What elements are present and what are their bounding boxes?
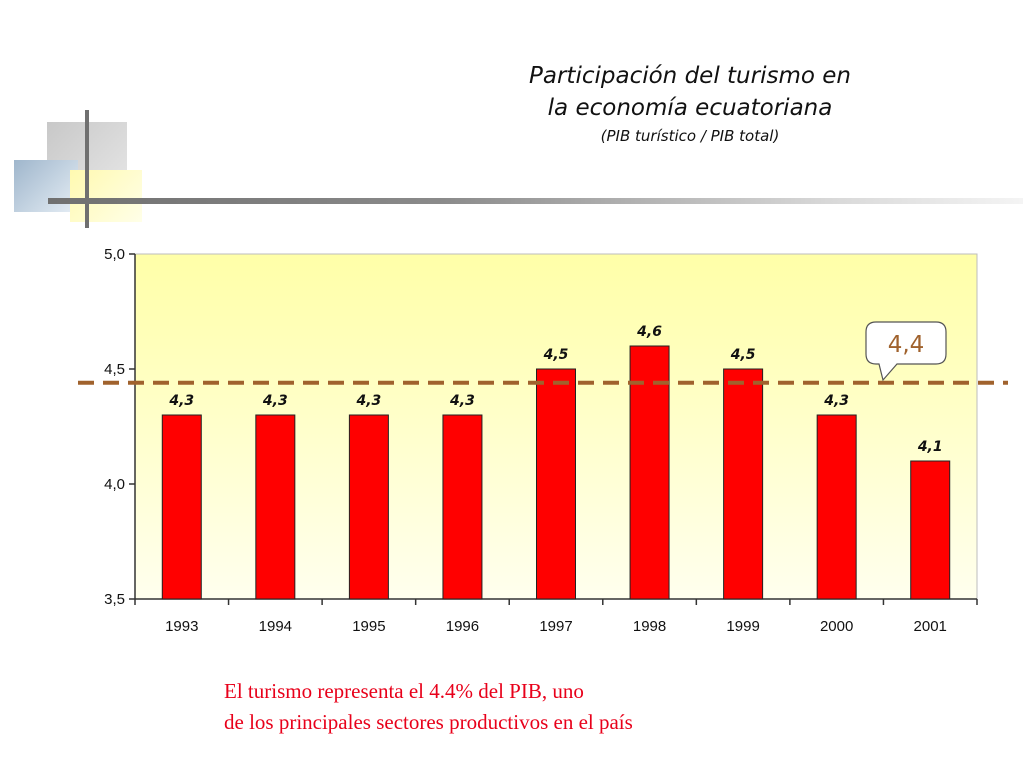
bar-value-label: 4,3 [449,393,475,409]
decor-horizontal-line [48,198,1023,204]
bar-1997 [536,368,576,600]
x-tick-label: 1998 [633,618,666,635]
bar-1998 [629,345,670,600]
chart-title-line1: Participación del turismo en [529,63,851,89]
footer-line2: de los principales sectores productivos … [224,710,633,734]
footer-line1: El turismo representa el 4.4% del PIB, u… [224,679,584,703]
title-block: Participación del turismo en la economía… [470,60,910,148]
y-tick-label: 3,5 [104,591,125,608]
x-tick-label: 1999 [726,618,759,635]
bar-value-label: 4,3 [168,393,194,409]
y-tick-label: 4,0 [104,476,125,493]
average-callout-label: 4,4 [888,332,925,358]
decor-yellow-square [70,170,142,222]
bar-value-label: 4,5 [730,347,756,363]
bar-1999 [723,368,764,600]
bar-value-label: 4,1 [917,439,943,455]
bar-1996 [442,414,483,600]
chart-subtitle: (PIB turístico / PIB total) [600,127,780,145]
x-tick-label: 1996 [446,618,479,635]
bars: 4,3 4,3 4,3 4,3 4,5 4,6 4,5 4,3 4,1 [161,324,951,600]
x-tick-label: 1995 [352,618,385,635]
bar-1993 [161,414,202,600]
x-tick-label: 1997 [539,618,572,635]
x-tick-label: 2001 [914,618,947,635]
bar-value-label: 4,5 [543,347,569,363]
decor-vertical-line [85,110,89,228]
bar-2000 [816,414,857,600]
bar-value-label: 4,6 [636,324,662,340]
bar-value-label: 4,3 [355,393,381,409]
x-tick-label: 1994 [259,618,292,635]
x-tick-label: 1993 [165,618,198,635]
bar-1995 [348,414,389,600]
bar-2001 [910,460,951,600]
y-tick-label: 4,5 [104,361,125,378]
footer-note: El turismo representa el 4.4% del PIB, u… [224,676,864,738]
bar-value-label: 4,3 [262,393,288,409]
y-tick-label: 5,0 [104,246,125,263]
average-group: 4,4 [78,321,1008,385]
bar-value-label: 4,3 [823,393,849,409]
chart-title-line2: la economía ecuatoriana [547,95,833,121]
x-tick-label: 2000 [820,618,853,635]
bar-1994 [255,414,296,600]
average-callout [865,321,947,382]
